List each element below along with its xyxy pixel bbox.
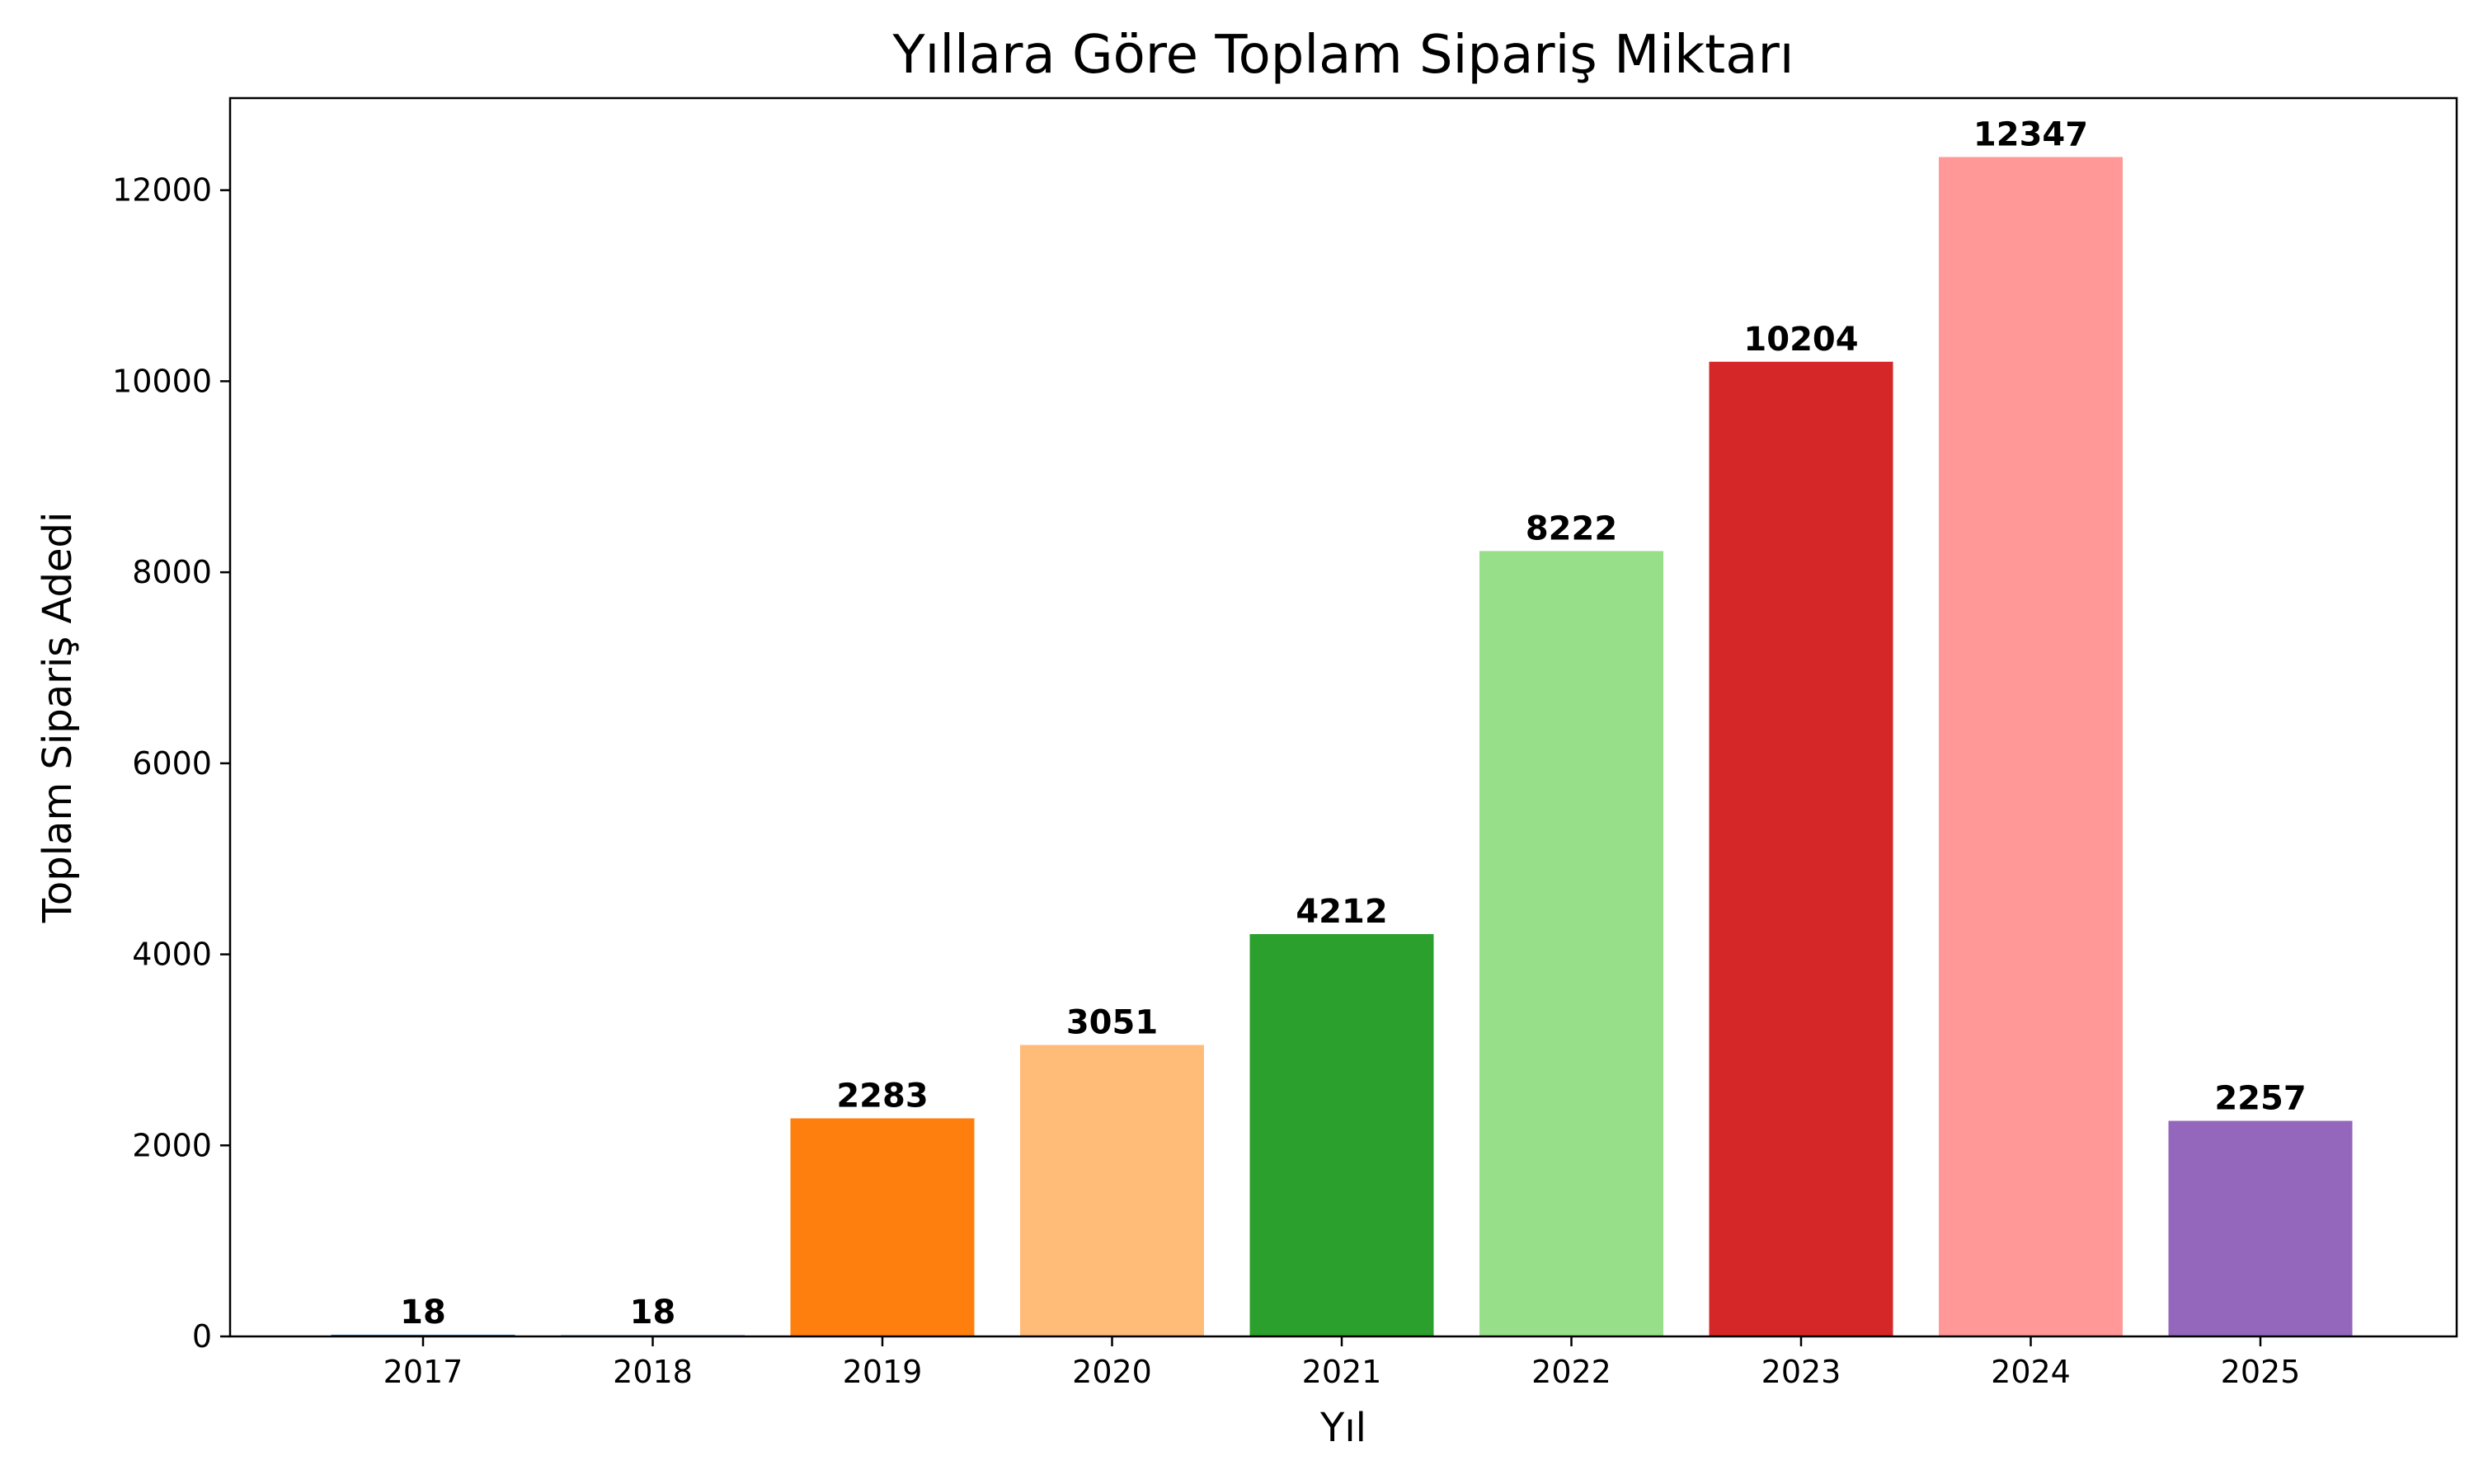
x-tick-label-2017: 2017 <box>383 1354 463 1390</box>
data-label-2025: 2257 <box>2214 1080 2306 1118</box>
data-label-2019: 2283 <box>836 1077 928 1115</box>
y-tick-label: 2000 <box>132 1127 212 1163</box>
x-tick-label-2020: 2020 <box>1072 1354 1152 1390</box>
x-tick-label-2025: 2025 <box>2221 1354 2301 1390</box>
y-tick-label: 4000 <box>132 937 212 973</box>
bar-2021 <box>1249 934 1434 1336</box>
data-label-2023: 10204 <box>1743 321 1858 359</box>
bar-2022 <box>1479 551 1663 1336</box>
bar-2023 <box>1709 361 1893 1336</box>
y-axis-ticks: 0 2000 4000 6000 8000 10000 12000 <box>112 172 230 1355</box>
x-axis-ticks: 2017 2018 2019 2020 2021 2022 2023 2024 2025 <box>383 1336 2301 1390</box>
data-labels-group: 18 18 2283 3051 4212 8222 10204 12347 2257 <box>400 115 2307 1331</box>
x-tick-label-2023: 2023 <box>1761 1354 1841 1390</box>
y-tick-label: 12000 <box>112 172 212 209</box>
y-tick-label: 0 <box>192 1318 212 1355</box>
bar-2024 <box>1939 157 2123 1336</box>
y-axis-title: Toplam Sipariş Adedi <box>35 512 81 924</box>
data-label-2021: 4212 <box>1296 893 1387 931</box>
x-tick-label-2019: 2019 <box>843 1354 923 1390</box>
chart-title: Yıllara Göre Toplam Sipariş Miktarı <box>891 25 1794 86</box>
data-label-2018: 18 <box>630 1294 676 1331</box>
y-tick-label: 6000 <box>132 745 212 782</box>
y-tick-label: 8000 <box>132 554 212 590</box>
data-label-2017: 18 <box>400 1294 446 1331</box>
x-tick-label-2018: 2018 <box>613 1354 693 1390</box>
y-tick-label: 10000 <box>112 363 212 399</box>
data-label-2022: 8222 <box>1526 510 1617 547</box>
x-axis-title: Yıl <box>1319 1405 1366 1451</box>
bars-group <box>331 157 2353 1336</box>
bar-2025 <box>2168 1120 2353 1336</box>
data-label-2024: 12347 <box>1973 115 2088 153</box>
plot-frame <box>228 96 2458 1338</box>
x-tick-label-2024: 2024 <box>1991 1354 2071 1390</box>
bar-2019 <box>790 1118 975 1336</box>
x-tick-label-2022: 2022 <box>1531 1354 1611 1390</box>
bar-2020 <box>1020 1045 1204 1336</box>
x-tick-label-2021: 2021 <box>1302 1354 1382 1390</box>
data-label-2020: 3051 <box>1066 1004 1158 1042</box>
